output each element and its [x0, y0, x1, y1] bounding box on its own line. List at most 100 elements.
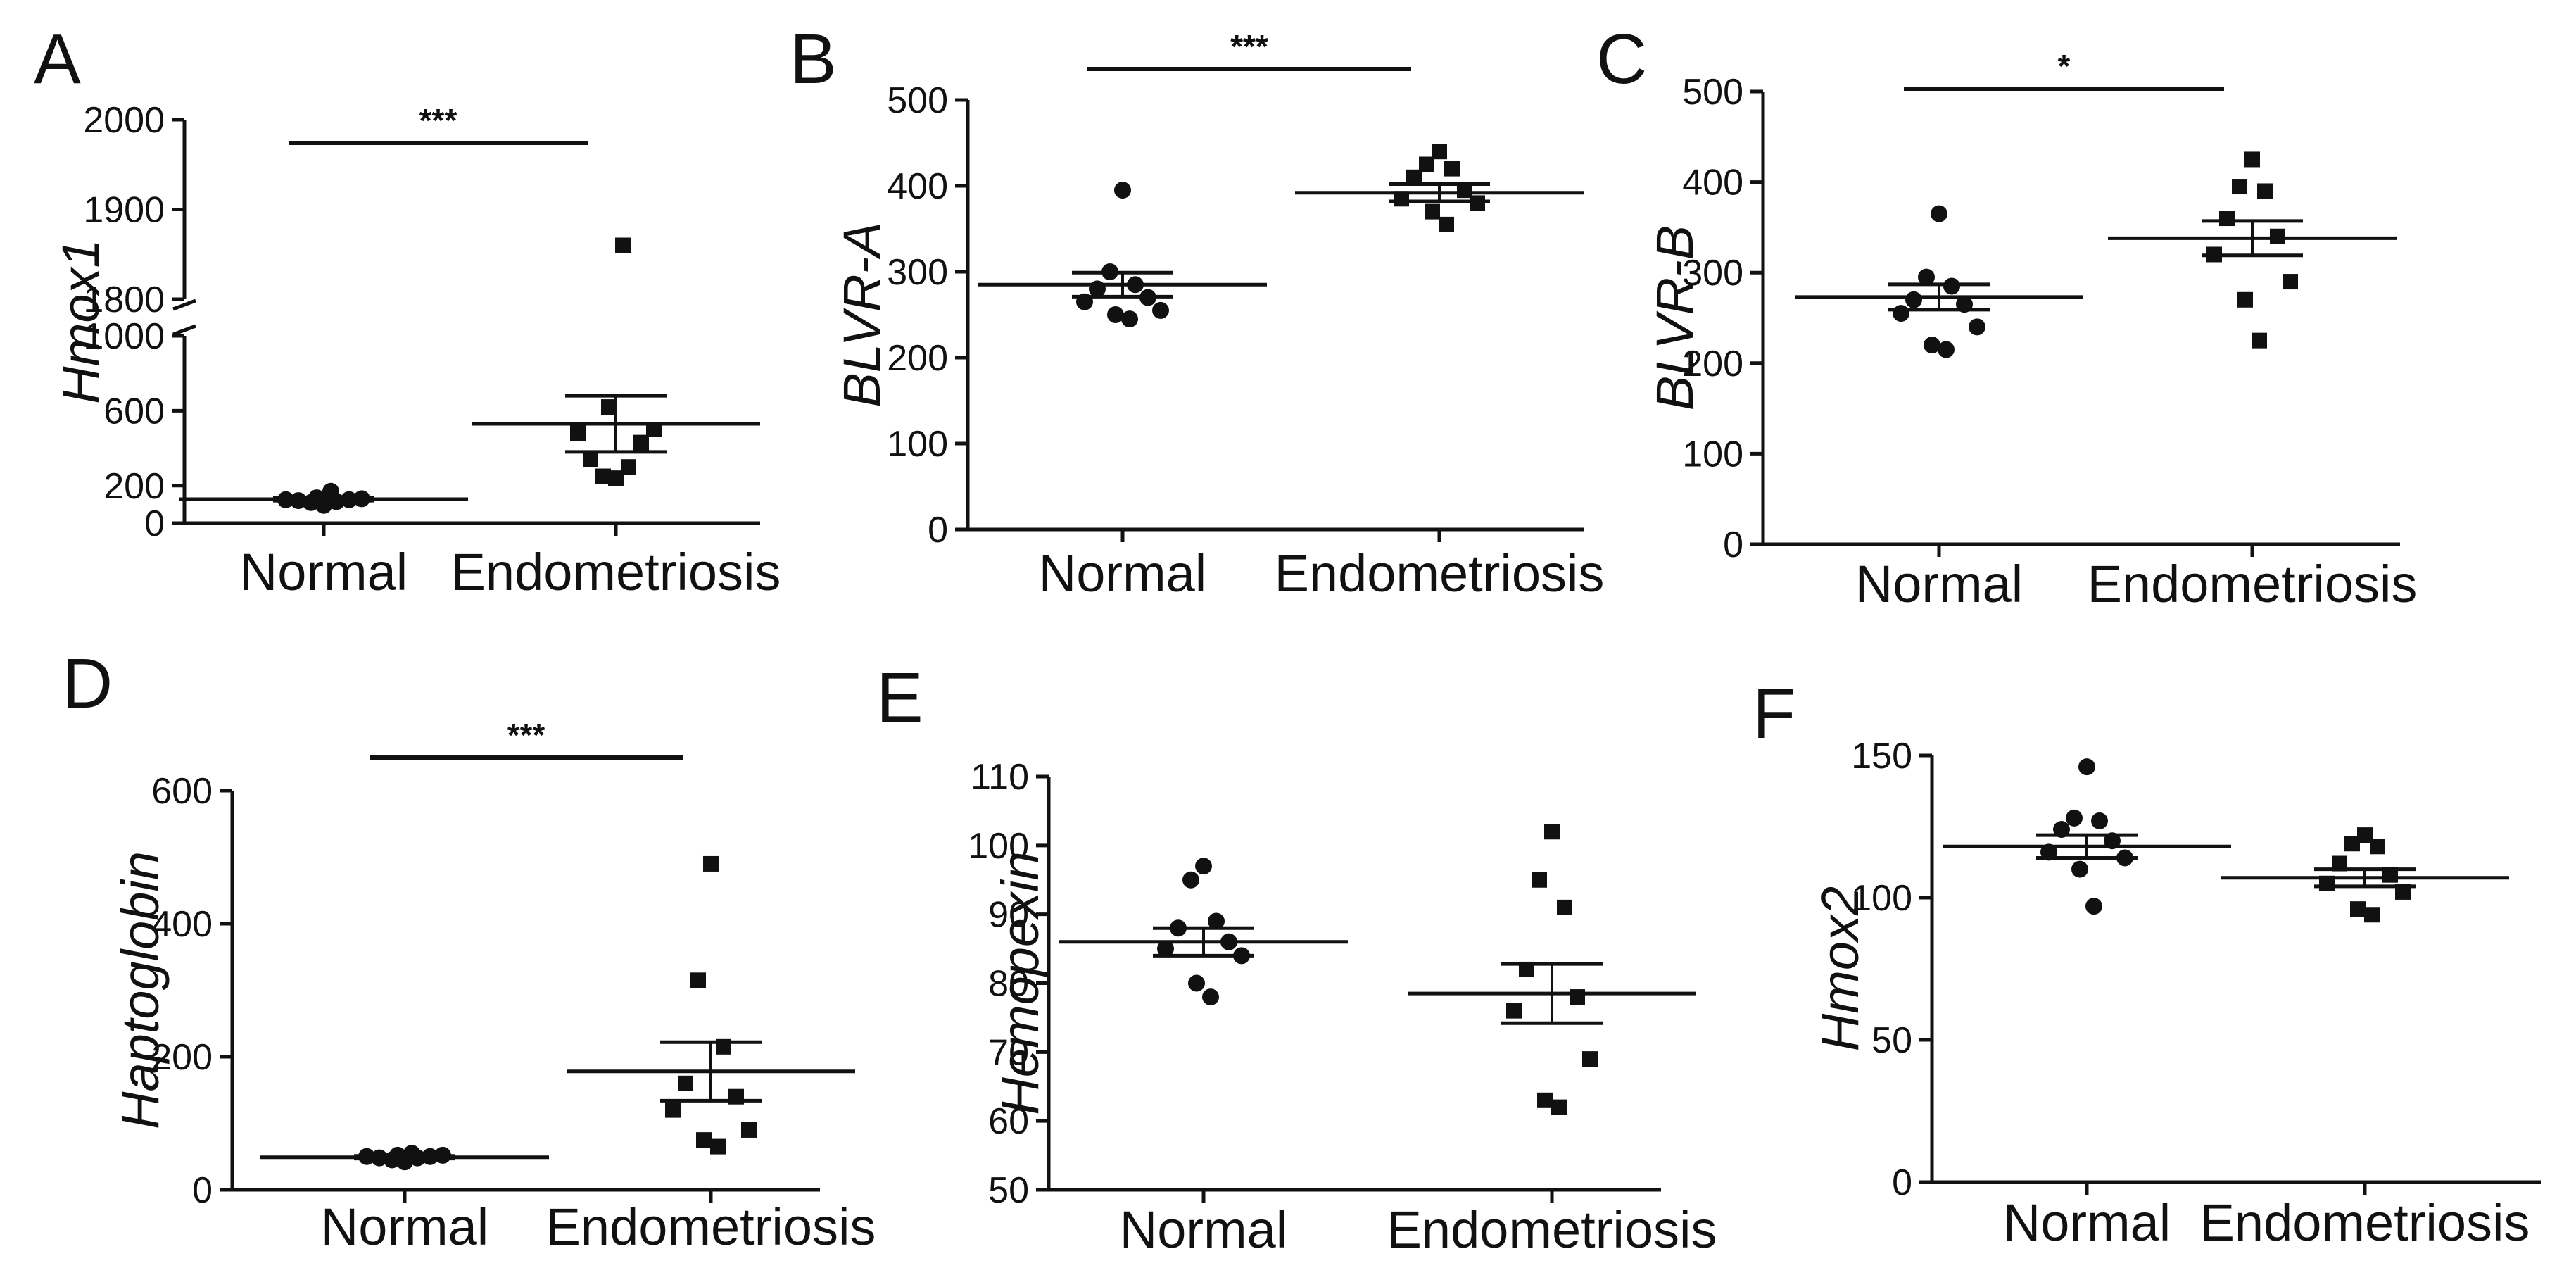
panel-f-letter: F — [1753, 674, 1795, 753]
panel-b-ylabel: BLVR-A — [833, 222, 891, 407]
panel-f-normal-point — [2078, 758, 2095, 776]
panel-f-normal-point — [2066, 809, 2083, 827]
panel-e-normal-point — [1188, 974, 1205, 992]
panel-c-y-tick-label: 300 — [1682, 253, 1743, 294]
panel-a-significance-stars: *** — [419, 102, 457, 139]
panel-c-y-tick-label: 0 — [1723, 525, 1743, 565]
panel-b-y-tick-label: 400 — [887, 166, 948, 207]
panel-d-endometriosis-point — [696, 1132, 712, 1148]
panel-c-y-tick-label: 100 — [1682, 434, 1743, 475]
panel-a-ylabel: Hmox1 — [51, 239, 110, 403]
panel-f-endometriosis-point — [2395, 884, 2411, 900]
panel-c-y-tick-label: 500 — [1682, 72, 1743, 113]
panel-d-y-tick-label: 0 — [192, 1170, 213, 1211]
panel-e-category-label: Endometriosis — [1387, 1200, 1717, 1259]
panel-b-normal-point — [1152, 301, 1169, 319]
panel-d-endometriosis-point — [710, 1138, 726, 1155]
panel-b-y-tick-label: 200 — [887, 338, 948, 379]
panel-d-significance-stars: *** — [507, 717, 545, 753]
panel-c-normal-point — [1931, 205, 1947, 222]
panel-a-axis-break-mark — [172, 324, 196, 337]
panel-e-y-tick-label: 110 — [971, 757, 1029, 798]
panel-c-endometriosis-point — [2283, 274, 2298, 290]
panel-e-y-tick-label: 100 — [968, 826, 1029, 867]
panel-e-endometriosis-point — [1532, 872, 1547, 888]
panel-f-normal-point — [2071, 860, 2088, 878]
panel-b-y-tick-label: 0 — [928, 510, 948, 551]
panel-c-normal-point — [1924, 337, 1940, 354]
panel-d-category-label: Endometriosis — [546, 1198, 876, 1256]
panel-e-y-tick-label: 80 — [988, 964, 1029, 1005]
panel-e-normal-point — [1202, 988, 1219, 1006]
panel-d-letter: D — [62, 644, 113, 723]
panel-c-endometriosis-point — [2257, 183, 2273, 199]
panel-b-endometriosis-point — [1419, 156, 1434, 172]
panel-d-y-tick-label: 600 — [151, 771, 213, 812]
panel-c-endometriosis-point — [2237, 291, 2253, 308]
panel-f-ylabel: Hmox2 — [1811, 886, 1869, 1051]
panel-d-endometriosis-point — [690, 972, 706, 988]
panel-f-y-tick-label: 100 — [1851, 878, 1912, 919]
panel-f-endometriosis-point — [2332, 855, 2347, 872]
panel-f-normal-point — [2091, 812, 2108, 829]
panel-b-endometriosis-point — [1439, 216, 1454, 232]
panel-e-endometriosis-point — [1506, 1003, 1522, 1019]
panel-f-normal-point — [2085, 898, 2102, 915]
panel-c-category-label: Normal — [1855, 555, 2023, 613]
panel-a-endometriosis-point — [633, 434, 649, 451]
panel-a-y-tick-label: 1000 — [83, 316, 165, 357]
panel-f-endometriosis-point — [2350, 901, 2366, 917]
panel-a-y-tick-label: 600 — [103, 391, 165, 432]
panel-e-normal-point — [1157, 940, 1174, 958]
panel-c-endometriosis-point — [2219, 211, 2235, 227]
panel-c-endometriosis-point — [2232, 179, 2247, 195]
panel-e-normal-point — [1182, 871, 1199, 889]
panel-c-normal-point — [1969, 318, 1985, 336]
panel-f-category-label: Normal — [2003, 1193, 2171, 1252]
panel-e-normal-point — [1208, 912, 1225, 930]
panel-a-endometriosis-point — [595, 468, 611, 484]
panel-f-y-tick-label: 50 — [1871, 1020, 1912, 1061]
panel-c-y-tick-label: 200 — [1682, 344, 1743, 384]
panel-c-ylabel: BLVR-B — [1646, 225, 1704, 410]
panel-b-normal-point — [1114, 182, 1131, 199]
panel-b-normal-point — [1121, 310, 1138, 328]
panel-c-letter: C — [1596, 20, 1647, 99]
panel-c-significance-stars: * — [2058, 48, 2071, 84]
panel-e-normal-point — [1195, 858, 1212, 875]
panel-e-endometriosis-point — [1557, 899, 1572, 915]
panel-d-y-tick-label: 200 — [151, 1037, 213, 1078]
panel-a-category-label: Endometriosis — [451, 543, 781, 601]
panel-e-endometriosis-point — [1537, 1092, 1553, 1108]
panel-a-endometriosis-point — [570, 425, 586, 441]
panel-a-axis-break-mark — [172, 299, 196, 311]
panel-b-category-label: Endometriosis — [1275, 544, 1605, 603]
panel-a-normal-point — [322, 482, 339, 500]
panel-e-y-tick-label: 50 — [988, 1170, 1029, 1211]
panel-c-endometriosis-point — [2270, 228, 2285, 244]
panel-c-normal-point — [1938, 341, 1955, 358]
panel-a-category-label: Normal — [240, 543, 408, 601]
panel-a-y-tick-label: 1800 — [83, 280, 165, 320]
panel-b-significance-stars: *** — [1230, 28, 1268, 65]
panel-f-endometriosis-point — [2364, 907, 2380, 923]
panel-e-y-tick-label: 90 — [988, 895, 1029, 936]
panel-e-letter: E — [876, 658, 923, 737]
panel-b-endometriosis-point — [1406, 169, 1422, 185]
panel-b-endometriosis-point — [1444, 161, 1460, 177]
panel-f-endometriosis-point — [2344, 836, 2360, 852]
panel-c-normal-point — [1943, 277, 1960, 295]
panel-a-letter: A — [34, 20, 81, 99]
panel-d-endometriosis-point — [741, 1122, 757, 1138]
panel-b-letter: B — [790, 20, 837, 99]
panel-a-y-tick-label: 0 — [144, 503, 165, 544]
panel-e-y-tick-label: 60 — [988, 1101, 1029, 1142]
panel-b-y-tick-label: 100 — [887, 424, 948, 465]
panel-e-endometriosis-point — [1582, 1051, 1598, 1067]
panel-a-y-tick-label: 200 — [103, 466, 165, 507]
panel-d-ylabel: Haptoglobin — [111, 851, 170, 1129]
panel-a-y-tick-label: 1900 — [83, 190, 165, 231]
panel-f-category-label: Endometriosis — [2200, 1193, 2530, 1252]
panel-e-endometriosis-point — [1570, 989, 1585, 1005]
